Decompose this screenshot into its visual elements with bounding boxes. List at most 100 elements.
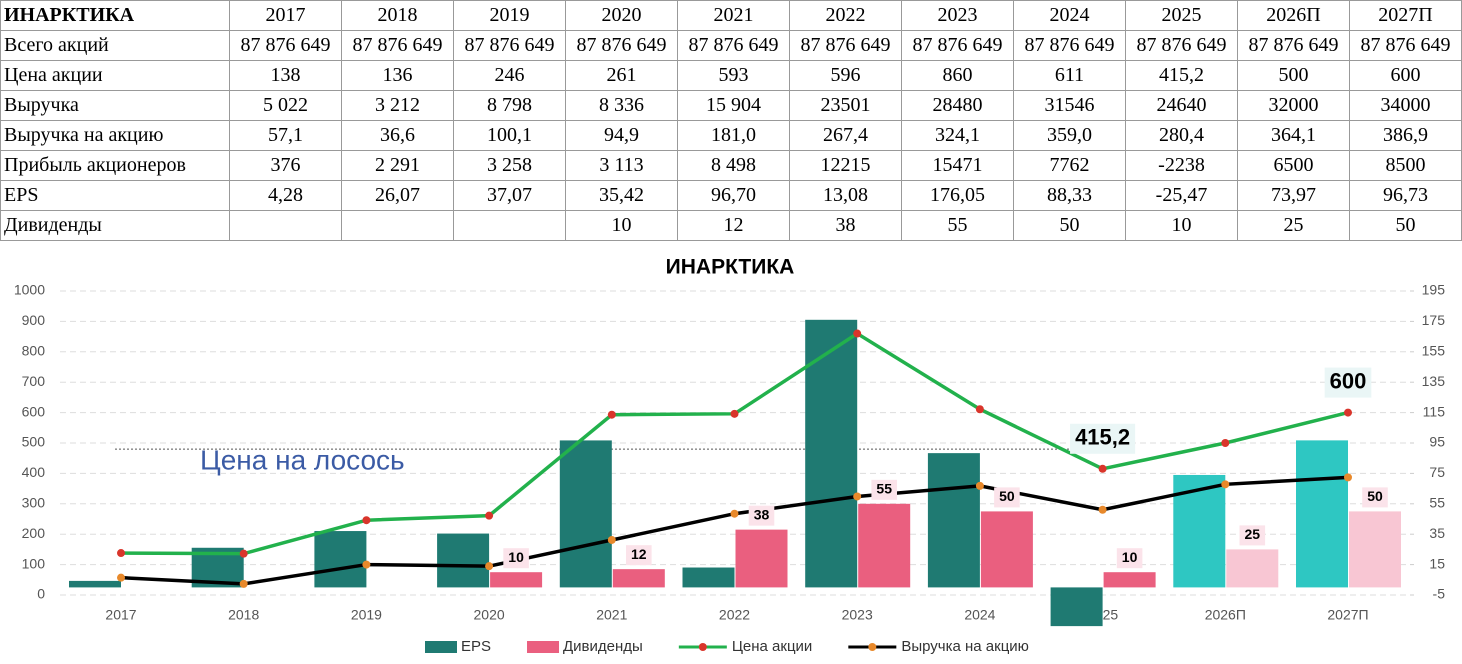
table-cell: 10 [565,210,678,241]
y2-tick-label: 135 [1422,373,1446,389]
bar [805,319,858,588]
table-cell: 3 113 [565,150,678,181]
table-cell: 34000 [1349,90,1462,121]
table-cell: 596 [789,60,902,91]
table-cell: Выручка на акцию [0,120,230,151]
table-cell: 3 212 [341,90,454,121]
y2-tick-label: 55 [1429,495,1445,511]
line-marker [853,492,862,501]
table-cell: 31546 [1013,90,1126,121]
table-row: Цена акции 138 136 246 261 593 596 860 611 415,2 5… [0,60,1462,91]
y-tick-label: 600 [22,403,46,419]
table-cell: Всего акций [0,30,230,61]
table-cell: 25 [1237,210,1350,241]
table-cell: 2027П [1349,0,1462,31]
table-cell: 181,0 [677,120,790,151]
data-label: 55 [876,481,892,497]
table-cell: 2023 [901,0,1014,31]
y-tick-label: 300 [22,495,46,511]
legend-label: EPS [461,638,491,655]
line-marker [117,573,125,582]
line-marker [1344,408,1352,417]
table-cell: 2 291 [341,150,454,181]
line-marker [975,405,984,414]
table-cell: 87 876 649 [453,30,566,61]
table-cell: -25,47 [1125,180,1238,211]
table-cell: 35,42 [565,180,678,211]
table-row: Прибыль акционеров 376 2 291 3 258 3 113 8 49… [0,150,1462,181]
line-marker [730,509,739,518]
legend-swatch [527,641,560,653]
table-cell: 860 [901,60,1014,91]
table-cell: 87 876 649 [229,30,342,61]
table-cell: 280,4 [1125,120,1238,151]
label-box [503,548,529,569]
line-marker [117,549,125,558]
x-tick-label: 2019 [351,607,382,623]
bar [735,529,788,588]
data-label: 10 [1122,549,1138,565]
bar [1226,549,1279,588]
table-cell: 2019 [453,0,566,31]
table-cell: Дивиденды [0,210,230,241]
line-label: 600 [1324,367,1372,398]
legend-label: Дивиденды [563,638,643,655]
bar-label: 38 [748,505,775,526]
table-cell: 500 [1237,60,1350,91]
table-cell: 8 336 [565,90,678,121]
x-tick-label: 2021 [596,607,627,623]
table-cell: 7762 [1013,150,1126,181]
table-row: ИНАРКТИКА 2017 2018 2019 2020 2021 2022 2023 202… [0,0,1462,31]
bar [927,453,980,588]
x-tick-label: 2026П [1205,607,1246,623]
bar [1296,440,1348,588]
data-label: 38 [754,506,770,522]
table-cell: Выручка [0,90,230,121]
bar [437,533,490,588]
y2-tick-label: 95 [1429,434,1445,450]
table-cell: 2017 [229,0,342,31]
table-cell: 36,6 [341,120,454,151]
bar [980,511,1033,588]
label-box [626,545,652,566]
table-row: Выручка на акцию 57,1 36,6 100,1 94,9 181,0 26… [0,120,1462,151]
y2-tick-label: 155 [1422,343,1446,359]
bar-label: 12 [626,545,652,566]
table-cell: 87 876 649 [901,30,1014,61]
table-cell: 23501 [789,90,902,121]
line-marker [485,511,494,520]
x-tick-label: 2017 [105,607,136,623]
bar [1349,511,1401,588]
table-cell: 136 [341,60,454,91]
table-cell [453,210,566,241]
bar-label: 10 [503,548,529,569]
table-cell: 364,1 [1237,120,1350,151]
table-cell: 2026П [1237,0,1350,31]
table-row: Всего акций 87 876 649 87 876 649 87 876 64… [0,30,1462,61]
table-cell: 87 876 649 [1125,30,1238,61]
table-cell: 94,9 [565,120,678,151]
data-table: ИНАРКТИКА 2017 2018 2019 2020 2021 2022 2023 202… [0,0,1462,241]
y-tick-label: 1000 [14,282,45,298]
line-marker [1221,480,1230,489]
bar [490,572,543,588]
legend-label: Цена акции [732,638,813,655]
y2-tick-label: 75 [1429,464,1445,480]
line-label: 415,2 [1070,423,1136,454]
y2-tick-label: 35 [1429,525,1445,541]
bar-label: 25 [1239,525,1266,546]
table-cell: 611 [1013,60,1126,91]
table-cell: 8500 [1349,150,1462,181]
table-cell: EPS [0,180,230,211]
y2-tick-label: 115 [1423,403,1446,419]
table-cell: 12 [677,210,790,241]
line-marker [607,410,616,419]
table-cell: 4,28 [229,180,342,211]
y-tick-label: 0 [37,586,45,602]
table-cell: 96,70 [677,180,790,211]
data-label: 25 [1245,526,1261,542]
table-cell: 87 876 649 [341,30,454,61]
x-tick-label: 2018 [228,607,259,623]
legend-marker [868,643,877,651]
x-tick-label: 2020 [474,607,505,623]
